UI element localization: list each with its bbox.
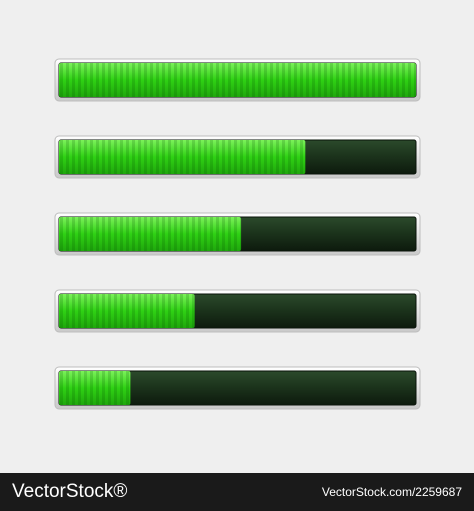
footer-id: VectorStock.com/2259687 — [322, 485, 462, 499]
bar-stripes — [59, 294, 195, 328]
bar-stripes — [59, 217, 242, 251]
footer-bar — [0, 473, 474, 511]
progress-bars — [54, 58, 421, 410]
bar-stripes — [59, 140, 306, 174]
footer-brand: VectorStock® — [12, 481, 127, 502]
bar-stripes — [59, 371, 131, 405]
bar-stripes — [59, 63, 416, 97]
